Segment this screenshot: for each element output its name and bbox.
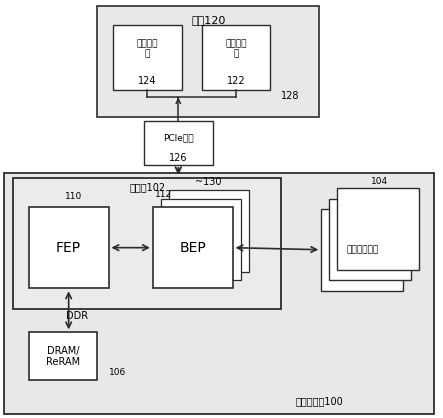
Text: 控制器102: 控制器102 — [129, 183, 165, 193]
Bar — [97, 6, 319, 117]
Bar — [29, 332, 97, 380]
Text: 主机120: 主机120 — [191, 15, 225, 25]
Text: 存储器系统100: 存储器系统100 — [295, 396, 343, 406]
Text: 112: 112 — [155, 189, 172, 199]
Bar — [153, 207, 233, 288]
Bar — [144, 121, 213, 165]
Text: 主机存储
器: 主机存储 器 — [136, 39, 158, 59]
Text: 128: 128 — [281, 91, 300, 101]
Bar — [169, 190, 249, 272]
Text: BEP: BEP — [179, 241, 206, 255]
Bar — [13, 178, 281, 309]
Text: 122: 122 — [226, 76, 245, 86]
Bar — [202, 25, 270, 90]
Bar — [329, 199, 411, 280]
Text: 主机处理
器: 主机处理 器 — [225, 39, 247, 59]
Text: 106: 106 — [109, 367, 126, 377]
Text: FEP: FEP — [56, 241, 81, 255]
Bar — [4, 173, 434, 414]
Text: DRAM/
ReRAM: DRAM/ ReRAM — [46, 346, 80, 367]
Bar — [161, 199, 241, 280]
Text: 存储器封装件: 存储器封装件 — [346, 245, 378, 254]
Text: 104: 104 — [370, 177, 388, 186]
Text: ~130: ~130 — [195, 177, 222, 187]
Bar — [337, 188, 419, 270]
Text: 124: 124 — [138, 76, 156, 86]
Bar — [113, 25, 182, 90]
Bar — [321, 209, 403, 291]
Text: 110: 110 — [65, 191, 82, 201]
Bar — [29, 207, 109, 288]
Text: PCIe接口: PCIe接口 — [163, 134, 194, 143]
Text: DDR: DDR — [66, 311, 89, 321]
Text: 126: 126 — [169, 153, 187, 163]
